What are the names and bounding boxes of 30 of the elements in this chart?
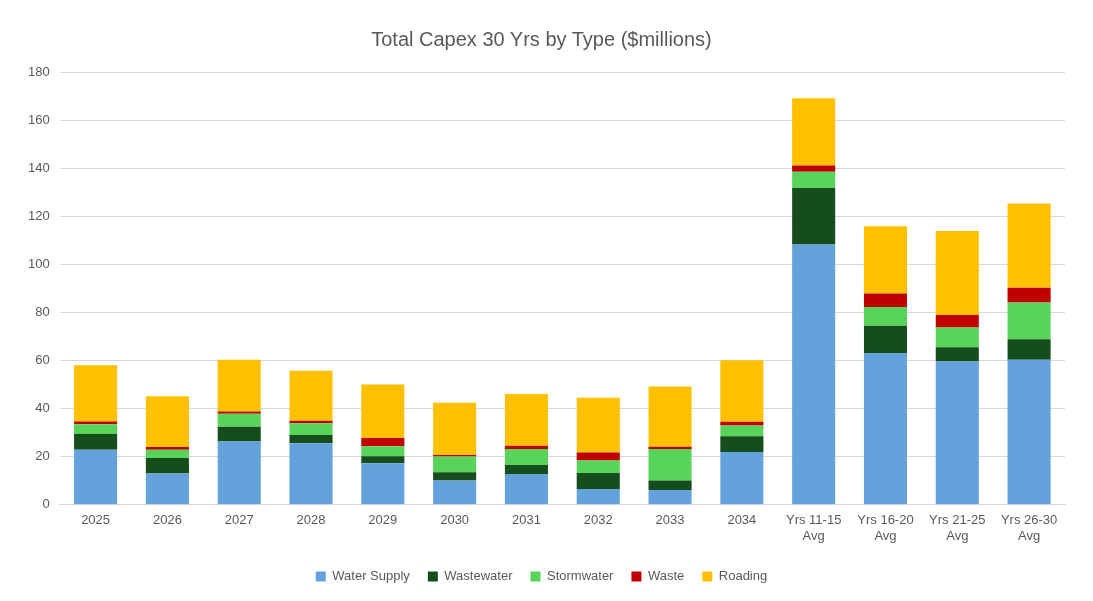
x-tick-label: Yrs 16-20 Avg bbox=[857, 512, 914, 543]
y-tick-label: 180 bbox=[27, 63, 50, 79]
y-tick-label: 60 bbox=[35, 352, 50, 368]
y-tick-label: 120 bbox=[27, 207, 50, 223]
y-tick-label: 140 bbox=[27, 159, 50, 175]
x-tick-label: Yrs 26-30 Avg bbox=[1000, 512, 1058, 543]
x-tick-label: Yrs 11-15 Avg bbox=[785, 512, 842, 543]
legend-label: Roading bbox=[718, 568, 768, 584]
legend-label: Stormwater bbox=[546, 568, 615, 584]
x-tick-label: 2027 bbox=[224, 512, 254, 528]
y-tick-label: 100 bbox=[27, 255, 50, 271]
y-tick-label: 0 bbox=[42, 496, 50, 512]
x-tick-label: 2030 bbox=[440, 512, 470, 528]
legend-label: Water Supply bbox=[332, 568, 411, 584]
x-tick-label: 2026 bbox=[152, 512, 182, 528]
x-tick-label: Yrs 21-25 Avg bbox=[929, 512, 986, 543]
y-tick-label: 40 bbox=[35, 400, 50, 416]
x-tick-label: 2025 bbox=[81, 512, 111, 528]
x-tick-label: 2029 bbox=[368, 512, 398, 528]
y-tick-label: 20 bbox=[35, 448, 50, 464]
legend-label: Waste bbox=[647, 568, 685, 584]
chart-title: Total Capex 30 Yrs by Type ($millions) bbox=[371, 27, 712, 50]
x-tick-label: 2033 bbox=[655, 512, 685, 528]
x-tick-label: 2032 bbox=[583, 512, 613, 528]
y-tick-label: 80 bbox=[35, 304, 50, 320]
legend-label: Wastewater bbox=[444, 568, 514, 584]
y-tick-label: 160 bbox=[27, 111, 50, 127]
x-tick-label: 2034 bbox=[727, 512, 757, 528]
x-tick-label: 2031 bbox=[511, 512, 541, 528]
x-tick-label: 2028 bbox=[296, 512, 326, 528]
